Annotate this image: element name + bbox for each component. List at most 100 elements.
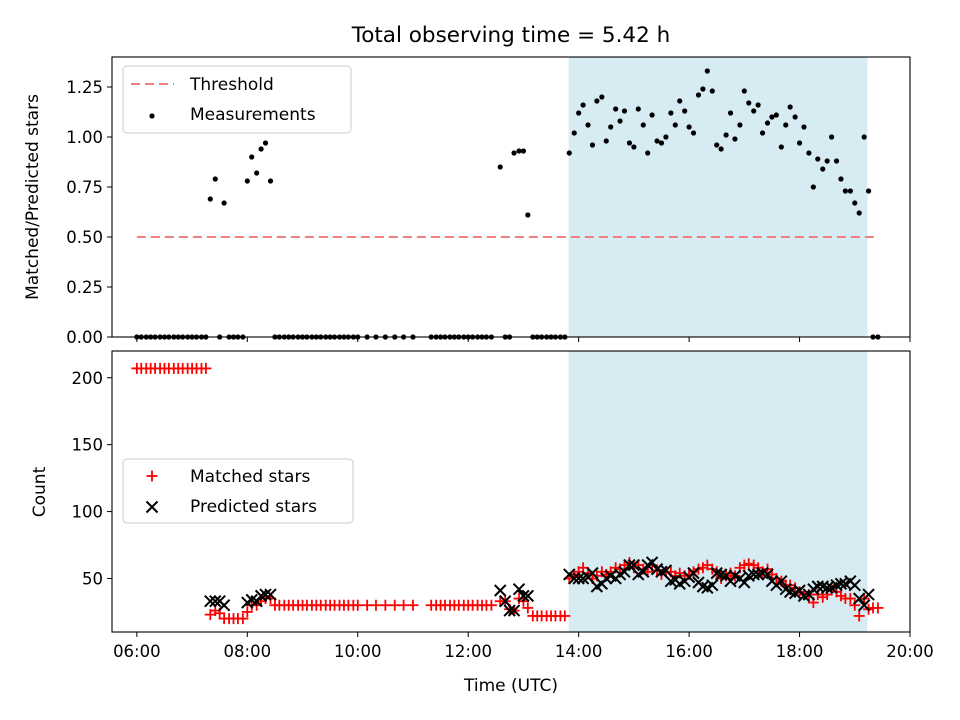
bottom-panel: 50 100 150 200 06:00 08:00 10:00 12:00 14:00 16:… bbox=[30, 350, 934, 696]
predicted-point bbox=[848, 578, 861, 592]
measurement-point bbox=[613, 106, 619, 112]
top-legend: Threshold Measurements bbox=[122, 65, 352, 134]
measurement-point bbox=[571, 130, 577, 136]
measurement-point bbox=[820, 166, 826, 172]
measurement-point bbox=[714, 142, 720, 148]
x-tick-label: 14:00 bbox=[555, 642, 603, 661]
measurement-point bbox=[828, 134, 835, 140]
matched-point bbox=[370, 599, 382, 611]
measurement-point bbox=[682, 108, 688, 114]
predicted-point bbox=[687, 566, 700, 580]
measurement-point bbox=[704, 68, 710, 74]
top-y-axis: 0.00 0.25 0.50 0.75 1.00 1.25 bbox=[66, 78, 112, 347]
measurement-point bbox=[709, 88, 715, 94]
matched-point bbox=[407, 599, 419, 611]
predicted-legend-swatch bbox=[145, 500, 159, 514]
bottom-y-tick-label: 50 bbox=[82, 569, 103, 588]
matched-point bbox=[379, 599, 391, 611]
bottom-y-tick-label: 200 bbox=[72, 369, 104, 388]
measurement-point bbox=[580, 102, 586, 108]
x-tick-label: 06:00 bbox=[113, 642, 161, 661]
top-legend-box bbox=[122, 65, 352, 134]
matched-legend-label: Matched stars bbox=[190, 467, 310, 487]
top-panel: 0.00 0.25 0.50 0.75 1.00 1.25 Matched/Predict… bbox=[23, 56, 911, 347]
matched-point bbox=[559, 610, 571, 622]
chart-title: Total observing time = 5.42 h bbox=[351, 23, 671, 48]
measurement-point bbox=[718, 146, 724, 152]
x-tick-label: 16:00 bbox=[665, 642, 713, 661]
top-y-label: Matched/Predicted stars bbox=[23, 94, 43, 300]
threshold-legend-label: Threshold bbox=[189, 75, 274, 95]
bottom-plot-frame bbox=[111, 350, 911, 633]
predicted-point bbox=[852, 592, 866, 605]
x-tick-label: 12:00 bbox=[444, 642, 492, 661]
measurement-point bbox=[668, 110, 674, 116]
measurement-point bbox=[815, 156, 821, 162]
matched-point bbox=[398, 599, 410, 611]
measurement-point bbox=[249, 154, 255, 160]
measurement-point bbox=[792, 114, 798, 120]
measurement-point bbox=[806, 150, 812, 156]
x-axis-label: Time (UTC) bbox=[463, 676, 558, 696]
measurement-point bbox=[677, 98, 683, 104]
measurement-point bbox=[525, 212, 531, 218]
predicted-point bbox=[517, 589, 530, 603]
predicted-point bbox=[706, 578, 719, 592]
matched-legend-swatch bbox=[146, 470, 158, 482]
x-tick-label: 20:00 bbox=[886, 642, 934, 661]
matched-point bbox=[200, 362, 212, 374]
measurement-point bbox=[589, 142, 596, 148]
predicted-point bbox=[862, 588, 875, 601]
measurement-point bbox=[258, 146, 264, 152]
predicted-point bbox=[259, 588, 272, 601]
measurement-point bbox=[672, 122, 678, 128]
bottom-y-tick-label: 100 bbox=[72, 503, 104, 522]
measurement-point bbox=[511, 150, 517, 156]
measurement-point bbox=[759, 130, 766, 136]
predicted-point bbox=[503, 604, 516, 617]
measurement-point bbox=[856, 210, 862, 216]
top-x-axis bbox=[136, 337, 911, 342]
matched-point bbox=[352, 599, 364, 611]
x-tick-label: 18:00 bbox=[776, 642, 824, 661]
top-y-tick-label: 1.00 bbox=[66, 128, 103, 147]
measurement-point bbox=[221, 200, 227, 206]
measurement-point bbox=[640, 122, 646, 128]
predicted-point bbox=[264, 588, 277, 601]
measurement-point bbox=[212, 176, 218, 182]
matched-point bbox=[743, 558, 755, 570]
top-y-tick-label: 0.75 bbox=[66, 178, 103, 197]
predicted-stars-series bbox=[204, 556, 875, 617]
measurement-point bbox=[207, 196, 213, 202]
measurement-point bbox=[773, 112, 779, 118]
matched-point bbox=[844, 593, 856, 605]
measurement-point bbox=[617, 118, 623, 124]
matched-point bbox=[872, 602, 884, 614]
measurement-point bbox=[576, 110, 582, 116]
measurement-point bbox=[741, 88, 747, 94]
matched-point bbox=[522, 602, 534, 614]
measurement-point bbox=[658, 140, 665, 146]
predicted-point bbox=[820, 581, 834, 595]
measurement-point bbox=[635, 106, 641, 112]
measurement-point bbox=[865, 188, 872, 194]
measurement-point bbox=[654, 138, 660, 144]
measurement-point bbox=[608, 124, 614, 130]
predicted-legend-label: Predicted stars bbox=[190, 497, 317, 517]
measurement-point bbox=[833, 158, 840, 164]
measurement-point bbox=[764, 120, 771, 126]
top-y-tick-label: 1.25 bbox=[66, 78, 103, 97]
measurement-point bbox=[497, 164, 503, 170]
matched-point bbox=[237, 613, 249, 625]
predicted-point bbox=[659, 564, 673, 577]
x-tick-label: 08:00 bbox=[224, 642, 272, 661]
top-y-tick-label: 0.00 bbox=[66, 328, 103, 347]
predicted-point bbox=[568, 572, 581, 585]
predicted-point bbox=[655, 565, 668, 578]
measurements-legend-label: Measurements bbox=[190, 105, 316, 125]
measurement-point bbox=[516, 148, 522, 154]
measurements-legend-swatch bbox=[149, 113, 155, 119]
predicted-point bbox=[494, 584, 507, 597]
measurement-point bbox=[631, 144, 637, 150]
